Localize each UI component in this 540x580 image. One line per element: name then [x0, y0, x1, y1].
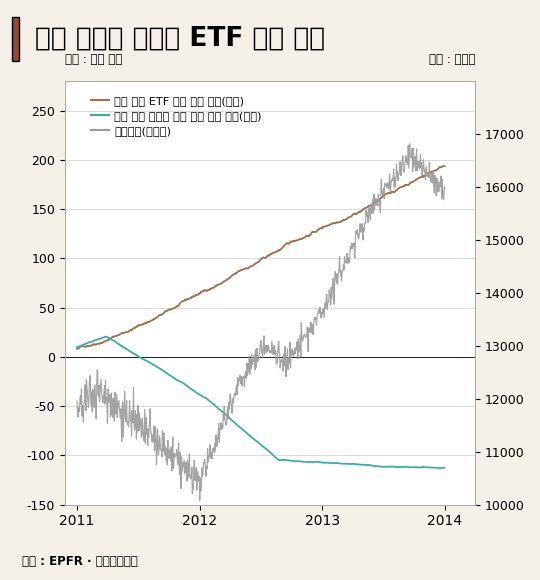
- Text: 자료 : EPFR · 하나대두증권: 자료 : EPFR · 하나대두증권: [22, 556, 137, 568]
- Text: 단위 : 십억 달러: 단위 : 십억 달러: [65, 53, 122, 66]
- Legend: 북미 주식 ETF 자금 흐름 누적(왼쪽), 북미 주식 뮤추얼 펀드 자금 흐름 누적(왼쪽), 다우지수(오른쪽): 북미 주식 ETF 자금 흐름 누적(왼쪽), 북미 주식 뮤추얼 펀드 자금 …: [87, 91, 266, 140]
- Text: 단위 : 포인트: 단위 : 포인트: [429, 53, 475, 66]
- Text: 미국 뮤추얼 펀드와 ETF 자금 흐름: 미국 뮤추얼 펀드와 ETF 자금 흐름: [35, 26, 325, 52]
